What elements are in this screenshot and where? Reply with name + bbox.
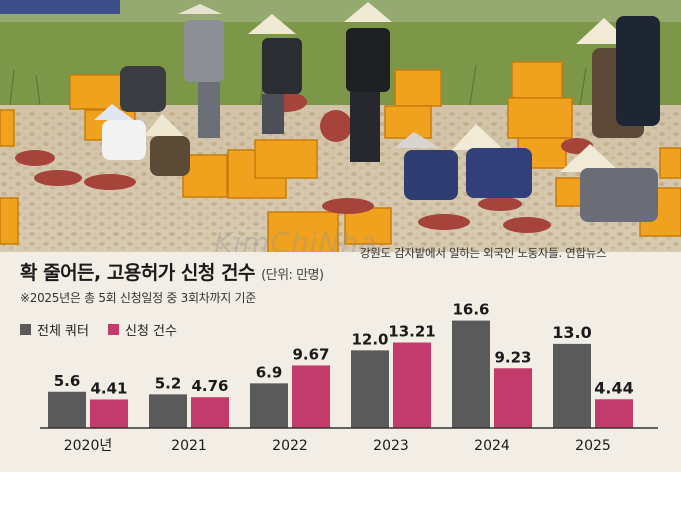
data-label-applications-0: 4.41 [90, 379, 127, 397]
bar-applications-2 [292, 365, 330, 428]
x-tick-label-4: 2024 [474, 438, 510, 454]
bar-quota-1 [149, 394, 187, 428]
bar-applications-0 [90, 399, 128, 428]
chart-subtitle: ※2025년은 총 5회 신청일정 중 3회차까지 기준 [20, 291, 256, 305]
legend-swatch-applications [108, 323, 119, 335]
data-label-applications-3: 13.21 [388, 323, 435, 341]
chart-title-text: 확 줄어든, 고용허가 신청 건수 [20, 262, 255, 284]
data-label-applications-2: 9.67 [292, 345, 329, 363]
bar-quota-2 [250, 383, 288, 428]
photo-illustration [0, 0, 681, 278]
data-label-quota-4: 16.6 [452, 301, 489, 319]
x-tick-label-1: 2021 [171, 438, 207, 454]
data-label-quota-5: 13.0 [552, 323, 591, 342]
bar-quota-3 [351, 350, 389, 428]
legend-item-quota: 전체 쿼터 [20, 321, 89, 339]
legend-item-applications: 신청 건수 [108, 321, 177, 339]
bar-applications-1 [191, 397, 229, 428]
photo-caption: 강원도 감자밭에서 일하는 외국인 노동자들. 연합뉴스 [360, 246, 607, 260]
x-tick-label-3: 2023 [373, 438, 409, 454]
x-tick-label-2: 2022 [272, 438, 308, 454]
legend-swatch-quota [20, 323, 31, 335]
chart-unit-label: (단위: 만명) [261, 268, 324, 283]
bar-applications-3 [393, 342, 431, 428]
bar-quota-5 [553, 343, 591, 428]
data-label-quota-2: 6.9 [256, 363, 283, 381]
bar-quota-4 [452, 320, 490, 428]
bar-applications-4 [494, 368, 532, 428]
bar-applications-5 [595, 399, 633, 428]
bars-group: 5.6 4.41 5.2 4.76 6.9 9.67 12.0 13.21 16.6 9.23 13… [48, 301, 634, 428]
x-ticks-group: 2020년 2021 2022 2023 2024 2025 [64, 438, 611, 454]
data-label-quota-1: 5.2 [155, 374, 182, 392]
legend-label-applications: 신청 건수 [125, 323, 177, 339]
data-label-quota-0: 5.6 [54, 372, 81, 390]
x-tick-label-5: 2025 [575, 438, 611, 454]
news-photo [0, 0, 681, 278]
data-label-quota-3: 12.0 [351, 330, 388, 348]
chart-title: 확 줄어든, 고용허가 신청 건수 (단위: 만명) [20, 258, 324, 285]
data-label-applications-1: 4.76 [191, 377, 228, 395]
data-label-applications-4: 9.23 [494, 348, 531, 366]
x-tick-label-0: 2020년 [64, 438, 113, 454]
data-label-applications-5: 4.44 [594, 378, 633, 397]
bar-quota-0 [48, 391, 86, 428]
legend-label-quota: 전체 쿼터 [37, 323, 89, 339]
